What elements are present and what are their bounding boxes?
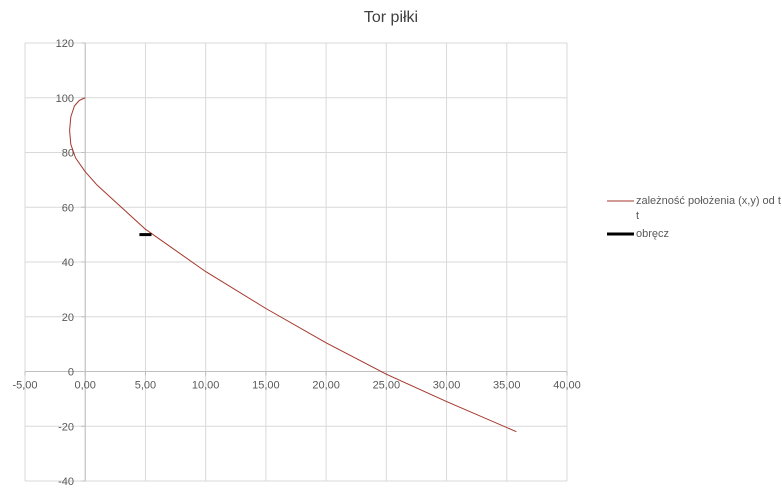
legend-label-1: obręcz: [636, 228, 669, 240]
x-tick-label-9: 40,00: [553, 380, 581, 392]
x-tick-label-7: 30,00: [433, 380, 461, 392]
tick-labels: -5,00 0,00 5,00 10,00 15,00 20,00 25,00 30,00 35…: [12, 38, 580, 488]
y-tick-label-5: 20: [62, 312, 74, 324]
x-tick-label-4: 15,00: [252, 380, 280, 392]
y-tick-label-4: 40: [62, 257, 74, 269]
y-tick-label-7: -20: [58, 421, 74, 433]
x-tick-label-3: 10,00: [192, 380, 220, 392]
y-tick-label-1: 100: [56, 93, 74, 105]
grid: [24, 42, 568, 482]
x-tick-label-2: 5,00: [135, 380, 156, 392]
x-tick-label-5: 20,00: [312, 380, 340, 392]
y-tick-label-2: 80: [62, 148, 74, 160]
y-tick-label-0: 120: [56, 38, 74, 50]
x-tick-label-0: -5,00: [12, 380, 37, 392]
x-tick-label-1: 0,00: [75, 380, 96, 392]
chart-title: Tor piłki: [364, 9, 418, 26]
axes: [24, 42, 568, 482]
y-tick-label-6: 0: [68, 367, 74, 379]
legend: zależność położenia (x,y) od t t obręcz: [607, 195, 781, 240]
series-line-0: [69, 97, 517, 433]
y-tick-label-3: 60: [62, 202, 74, 214]
x-tick-label-8: 35,00: [493, 380, 521, 392]
y-tick-label-8: -40: [58, 476, 74, 488]
series-layer: [69, 97, 517, 433]
x-tick-label-6: 25,00: [373, 380, 401, 392]
